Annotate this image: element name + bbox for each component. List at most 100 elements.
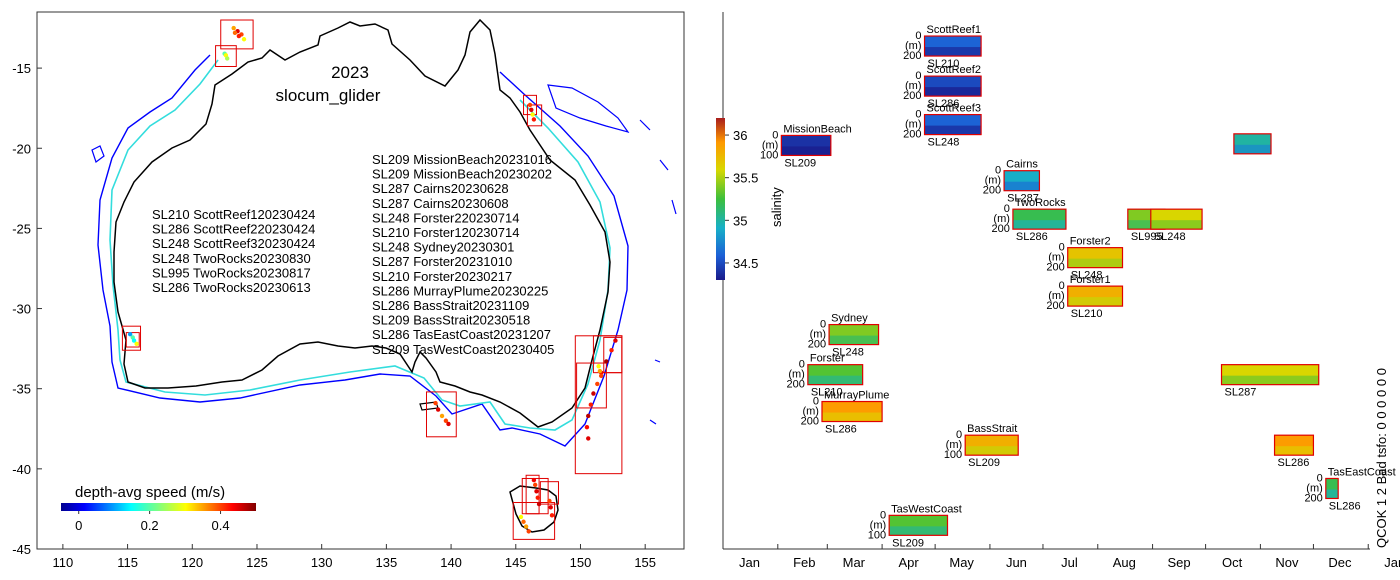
panel-site-label: TasEastCoast xyxy=(1328,466,1396,478)
salinity-panel-frame xyxy=(1067,247,1124,269)
salinity-panel: TasEastCoast 0(m)200 SL286 xyxy=(1304,466,1395,512)
panel-depth-top: 0 xyxy=(915,70,921,82)
salinity-panel: TwoRocks 0(m)200 SL286 xyxy=(992,197,1067,243)
track-point xyxy=(433,400,438,406)
deployment-entry-left: SL995 TwoRocks20230817 xyxy=(152,265,311,280)
map-y-tick-label: -20 xyxy=(12,141,31,156)
track-point xyxy=(534,489,539,494)
track-point xyxy=(527,102,533,108)
deployment-entry-right: SL209 MissionBeach20230202 xyxy=(372,167,552,182)
salinity-deep-layer xyxy=(1150,220,1203,230)
panel-glider-label: SL286 xyxy=(1016,231,1048,243)
region-box xyxy=(121,325,142,351)
panel-depth-unit: (m) xyxy=(905,40,922,52)
salinity-panel: ScottReef2 0(m)200 SL286 xyxy=(903,64,982,110)
salinity-panel: Forster1 0(m)200 SL210 xyxy=(1046,274,1124,320)
region-box xyxy=(125,332,140,348)
panel-depth-max: 200 xyxy=(903,129,921,141)
salinity-panel: BassStrait 0(m)100 SL209 xyxy=(944,423,1019,469)
panel-depth-top: 0 xyxy=(799,359,805,371)
salinity-panel: Sydney 0(m)200 SL248 xyxy=(808,313,880,359)
salinity-colorbar-tick-label: 35 xyxy=(733,213,747,228)
region-box xyxy=(526,104,543,127)
panel-glider-label: SL210 xyxy=(928,58,960,70)
speed-colorbar-label: depth-avg speed (m/s) xyxy=(75,484,225,501)
salinity-panel xyxy=(1233,133,1272,155)
salinity-deep-layer xyxy=(821,412,883,422)
map-y-tick-label: -35 xyxy=(12,382,31,397)
track-point xyxy=(523,524,529,529)
panel-glider-label: SL209 xyxy=(784,157,816,169)
map-y-tick-label: -45 xyxy=(12,542,31,557)
salinity-deep-layer xyxy=(829,335,879,345)
panel-site-label: MissionBeach xyxy=(783,123,851,135)
map-panel: 110 115 120 125 130 135 140 145 150 155 -15 -20 -25… xyxy=(12,11,685,570)
map-y-tick-label: -25 xyxy=(12,221,31,236)
track-point xyxy=(609,348,614,353)
panel-depth-top: 0 xyxy=(1317,472,1323,484)
region-box xyxy=(425,391,457,438)
deployment-entry-right: SL286 MurrayPlume20230225 xyxy=(372,283,548,298)
panel-depth-unit: (m) xyxy=(1306,482,1323,494)
panel-depth-max: 200 xyxy=(786,379,804,391)
panel-depth-top: 0 xyxy=(813,396,819,408)
salinity-panel: Forster 0(m)200 SL210 xyxy=(786,353,864,399)
month-label: Jan xyxy=(1384,555,1400,570)
panel-glider-label: SL287 xyxy=(1225,387,1257,399)
deployment-entry-right: SL287 Cairns20230608 xyxy=(372,196,509,211)
panel-depth-unit: (m) xyxy=(788,369,805,381)
salinity-deep-layer xyxy=(924,87,982,97)
salinity-colorbar-ticks: 34.5 35 35.5 36 xyxy=(725,128,758,271)
panel-depth-unit: (m) xyxy=(762,139,779,151)
track-point xyxy=(548,505,553,510)
tasmania-coastline xyxy=(509,485,559,533)
salinity-panel-frame xyxy=(1150,208,1203,230)
panel-glider-label: SL286 xyxy=(1329,500,1361,512)
panel-glider-label: SL210 xyxy=(811,387,843,399)
panel-site-label: ScottReef2 xyxy=(927,64,981,76)
month-label: Dec xyxy=(1328,555,1352,570)
deployment-entry-right: SL287 Cairns20230628 xyxy=(372,181,509,196)
map-x-tick-label: 140 xyxy=(440,555,462,570)
salinity-colorbar xyxy=(716,118,725,280)
salinity-deep-layer xyxy=(965,446,1019,456)
salinity-panel-frame xyxy=(888,514,949,536)
map-x-ticks: 110 115 120 125 130 135 140 145 150 155 xyxy=(53,544,656,570)
deployment-entry-right: SL287 Forster20231010 xyxy=(372,254,512,269)
month-label: Jan xyxy=(739,555,760,570)
track-point xyxy=(446,421,451,427)
salinity-panel: TasWestCoast 0(m)100 SL209 xyxy=(868,503,962,549)
salinity-panel-frame xyxy=(1233,133,1272,155)
track-point xyxy=(439,413,445,419)
panel-depth-top: 0 xyxy=(820,319,826,331)
salinity-panel: MissionBeach 0(m)100 SL209 xyxy=(760,123,852,169)
region-boxes xyxy=(121,19,623,540)
panel-glider-label: SL209 xyxy=(892,537,924,549)
track-point xyxy=(231,25,236,31)
track-point xyxy=(586,413,591,419)
month-label: Nov xyxy=(1275,555,1299,570)
panel-depth-max: 200 xyxy=(992,223,1010,235)
track-point xyxy=(529,107,534,112)
panel-depth-unit: (m) xyxy=(1048,252,1065,264)
panel-depth-max: 200 xyxy=(808,339,826,351)
track-point xyxy=(531,117,537,122)
map-y-tick-label: -40 xyxy=(12,462,31,477)
map-x-tick-label: 115 xyxy=(117,555,138,570)
panel-glider-label: SL286 xyxy=(1278,457,1310,469)
salinity-deep-layer xyxy=(1127,220,1165,230)
panel-depth-top: 0 xyxy=(772,129,778,141)
track-point xyxy=(521,519,526,524)
salinity-deep-layer xyxy=(807,375,863,385)
month-label: Apr xyxy=(898,555,919,570)
deployment-entry-left: SL248 TwoRocks20230830 xyxy=(152,251,311,266)
region-box xyxy=(220,19,254,50)
track-point xyxy=(127,332,133,337)
map-x-tick-label: 130 xyxy=(311,555,333,570)
track-point xyxy=(588,402,594,407)
month-label: Oct xyxy=(1222,555,1243,570)
panel-site-label: MurrayPlume xyxy=(824,390,889,402)
salinity-panel: SL248 xyxy=(1150,208,1203,243)
